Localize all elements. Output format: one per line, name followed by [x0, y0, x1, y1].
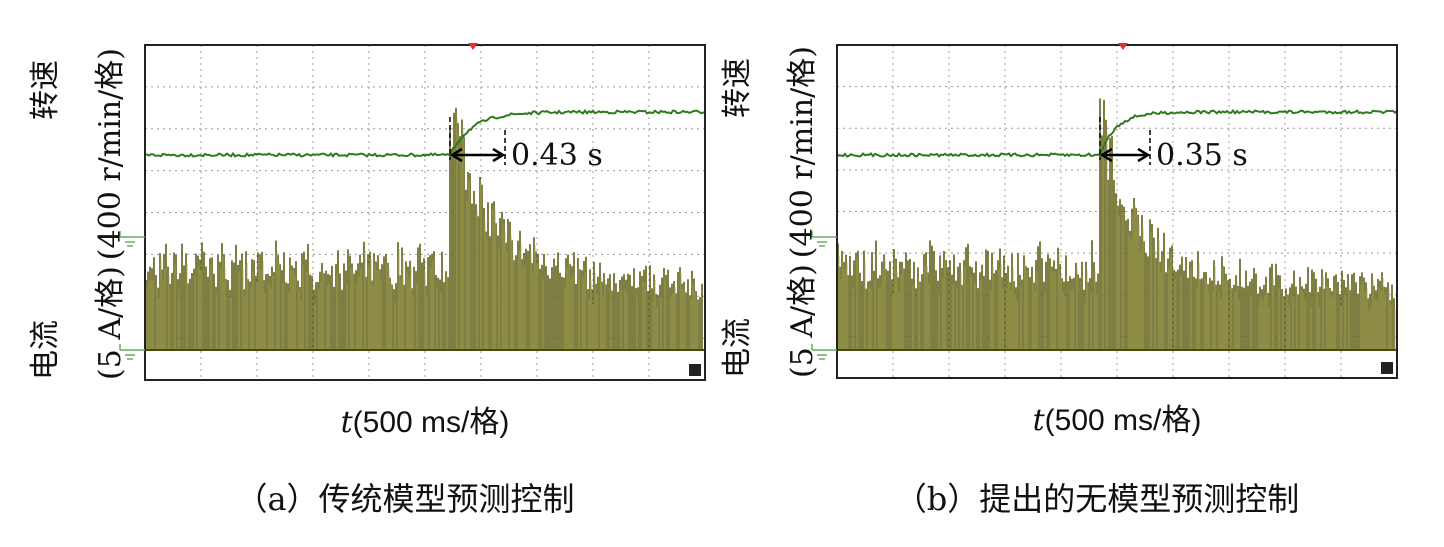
x-var: t: [1033, 403, 1046, 438]
scope-frame: [836, 44, 1398, 379]
current-trace-light: [146, 117, 698, 350]
ground-symbol: [811, 344, 837, 360]
trigger-marker: [1118, 43, 1128, 50]
ground-symbol: [119, 344, 145, 360]
ground-symbol: [811, 231, 837, 247]
current-trace: [145, 107, 703, 350]
y-label-part: (5 A/格): [785, 264, 820, 378]
speed-trace: [144, 109, 706, 158]
y-axis-label: (5 A/格) (400 r/min/格): [785, 46, 820, 378]
ground-symbol: [119, 231, 145, 247]
x-axis-label: t(500 ms/格): [1033, 403, 1202, 438]
time-arrow: [1099, 147, 1151, 163]
caption: （a）传统模型预测控制: [235, 480, 574, 518]
x-var: t: [341, 405, 354, 440]
y-axis-label: 电流转速: [28, 60, 63, 380]
x-axis-label: t(500 ms/格): [341, 405, 510, 440]
x-unit: (500 ms/格): [1045, 404, 1202, 437]
y-axis-label: (5 A/格) (400 r/min/格): [93, 48, 128, 380]
annotation: 0.43 s: [511, 138, 603, 173]
y-label-part: 电流: [720, 318, 755, 378]
y-label-part: 转速: [720, 58, 755, 118]
x-unit: (500 ms/格): [353, 406, 510, 439]
caption: （b）提出的无模型预测控制: [895, 480, 1300, 518]
f-marker: [1381, 362, 1393, 374]
annotation: 0.35 s: [1156, 138, 1248, 173]
current-trace-light: [838, 131, 1396, 350]
trigger-marker: [468, 43, 478, 50]
y-axis-label: 电流转速: [720, 58, 755, 378]
time-arrow: [449, 147, 506, 163]
y-label-part: (400 r/min/格): [93, 48, 128, 260]
y-label-part: (400 r/min/格): [785, 46, 820, 258]
scope-frame: [144, 44, 706, 381]
y-label-part: 电流: [28, 320, 63, 380]
y-label-part: (5 A/格): [93, 266, 128, 380]
y-label-part: 转速: [28, 60, 63, 120]
speed-trace: [836, 109, 1398, 158]
f-marker: [689, 364, 701, 376]
